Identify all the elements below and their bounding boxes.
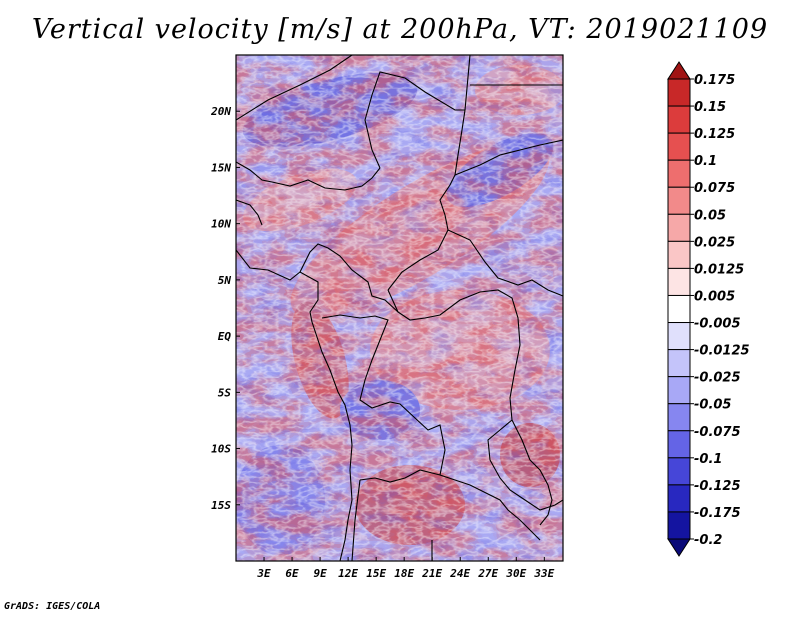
- colorbar-label: 0.15: [694, 100, 726, 115]
- y-tick-label: 5S: [218, 386, 232, 399]
- y-tick-label: 15N: [211, 161, 231, 174]
- y-tick-label: 15S: [211, 499, 231, 512]
- colorbar-swatch: [667, 484, 691, 513]
- colorbar-label: -0.05: [694, 398, 731, 413]
- x-tick-label: 33E: [533, 567, 554, 580]
- colorbar-label: -0.1: [694, 452, 722, 467]
- y-tick-label: EQ: [218, 330, 232, 343]
- country-borders: [236, 55, 563, 561]
- colorbar-label: -0.175: [694, 506, 741, 521]
- colorbar-label: 0.025: [694, 235, 735, 250]
- colorbar-swatch: [667, 240, 691, 269]
- x-tick-label: 30E: [505, 567, 526, 580]
- x-tick-label: 9E: [313, 567, 327, 580]
- colorbar-label: 0.0125: [694, 262, 744, 277]
- y-tick-label: 10N: [211, 218, 231, 231]
- colorbar-swatch: [667, 457, 691, 486]
- colorbar-label: -0.0125: [694, 344, 750, 359]
- colorbar-label: 0.125: [694, 127, 735, 142]
- colorbar-swatch: [667, 186, 691, 215]
- colorbar-label: 0.005: [694, 289, 735, 304]
- latitude-axis: 20N 15N 10N 5N EQ 5S 10S 15S: [210, 105, 240, 512]
- y-tick-label: 20N: [210, 105, 231, 118]
- x-tick-label: 15E: [366, 567, 386, 580]
- longitude-axis: 3E 6E 9E 12E 15E 18E 21E 24E 27E 30E 33E: [256, 557, 555, 580]
- grads-credit: GrADS: IGES/COLA: [4, 601, 101, 612]
- colorbar-swatch: [667, 430, 691, 459]
- x-tick-label: 3E: [256, 567, 271, 580]
- colorbar-swatch: [667, 132, 691, 161]
- colorbar-label: -0.025: [694, 371, 741, 386]
- colorbar-swatch: [667, 511, 691, 540]
- x-tick-label: 24E: [449, 567, 470, 580]
- colorbar-swatch: [667, 105, 691, 134]
- colorbar-label: -0.2: [694, 533, 722, 548]
- colorbar-swatch: [667, 376, 691, 405]
- colorbar-label: 0.1: [694, 154, 717, 169]
- x-tick-label: 6E: [285, 567, 299, 580]
- colorbar-label: 0.075: [694, 181, 735, 196]
- colorbar-swatch: [667, 267, 691, 296]
- x-tick-label: 27E: [477, 567, 498, 580]
- colorbar-swatch: [667, 322, 691, 351]
- y-tick-label: 10S: [211, 443, 231, 456]
- x-tick-label: 21E: [421, 567, 442, 580]
- colorbar-label: -0.005: [694, 317, 741, 332]
- colorbar-swatch: [667, 349, 691, 378]
- velocity-field: [236, 55, 563, 561]
- colorbar-bottom-arrow: [667, 538, 691, 557]
- map-title: Vertical velocity [m/s] at 200hPa, VT: 2…: [31, 14, 769, 45]
- colorbar-label: -0.075: [694, 425, 741, 440]
- x-tick-label: 12E: [338, 567, 358, 580]
- colorbar-swatch: [667, 159, 691, 188]
- colorbar-label: -0.125: [694, 479, 741, 494]
- colorbar-swatch: [667, 213, 691, 242]
- colorbar-swatch: [667, 294, 691, 324]
- colorbar-swatch: [667, 78, 691, 107]
- colorbar-swatch: [667, 403, 691, 432]
- colorbar: 0.175 0.15 0.125 0.1 0.075 0.05 0.025 0.0125 0.0…: [667, 61, 750, 557]
- map-frame: [235, 54, 564, 562]
- colorbar-label: 0.175: [694, 73, 735, 88]
- y-tick-label: 5N: [218, 274, 232, 287]
- colorbar-top-arrow: [667, 61, 691, 80]
- x-tick-label: 18E: [394, 567, 414, 580]
- colorbar-label: 0.05: [694, 208, 726, 223]
